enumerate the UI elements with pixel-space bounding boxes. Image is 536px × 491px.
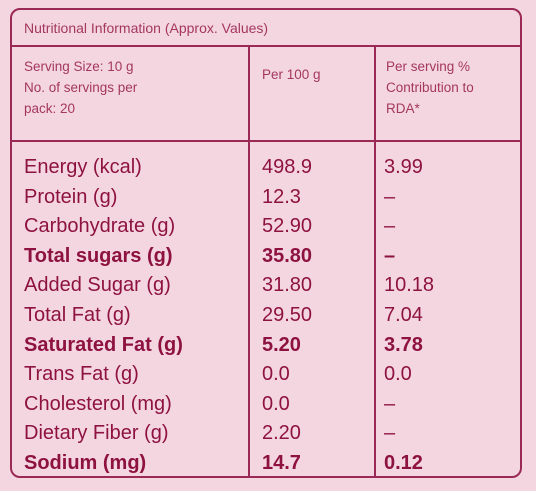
nutrient-name: Dietary Fiber (g) <box>24 422 169 445</box>
per-100g-value: 0.0 <box>262 363 290 386</box>
nutrient-name: Total sugars (g) <box>24 244 173 267</box>
nutrient-name: Added Sugar (g) <box>24 274 171 297</box>
nutrient-name: Carbohydrate (g) <box>24 215 176 238</box>
serving-info-line: No. of servings per <box>24 80 138 95</box>
rda-value: – <box>384 392 396 415</box>
rda-value: – <box>384 422 396 445</box>
table-row: Total sugars (g) 35.80 – <box>12 241 520 271</box>
serving-info-line: Serving Size: 10 g <box>24 59 134 74</box>
serving-info-header: Serving Size: 10 g No. of servings per p… <box>24 56 234 119</box>
rda-header: Per serving % Contribution to RDA* <box>386 56 520 119</box>
rda-value: – <box>384 185 396 208</box>
rda-value: 7.04 <box>384 304 423 326</box>
per-100g-value: 0.0 <box>262 392 290 415</box>
rda-header-line: Contribution to <box>386 80 474 95</box>
table-row: Sodium (mg) 14.7 0.12 <box>12 448 520 476</box>
column-divider-2 <box>374 47 376 476</box>
per-100g-value: 498.9 <box>262 156 313 178</box>
per-100g-value: 29.50 <box>262 304 313 326</box>
header-divider <box>12 140 520 142</box>
per-100g-value: 5.20 <box>262 333 301 356</box>
rda-value: – <box>384 244 396 267</box>
table-row: Energy (kcal) 498.9 3.99 <box>12 152 520 182</box>
per-100g-value: 35.80 <box>262 244 313 267</box>
serving-info-line: pack: 20 <box>24 101 76 116</box>
table-row: Cholesterol (mg) 0.0 – <box>12 389 520 419</box>
per-100g-header: Per 100 g <box>262 67 321 82</box>
nutrient-name: Cholesterol (mg) <box>24 392 172 415</box>
rda-value: – <box>384 215 396 238</box>
table-row: Protein (g) 12.3 – <box>12 182 520 212</box>
column-divider-1 <box>248 47 250 476</box>
table-row: Saturated Fat (g) 5.20 3.78 <box>12 330 520 360</box>
table-row: Total Fat (g) 29.50 7.04 <box>12 300 520 330</box>
nutrient-name: Sodium (mg) <box>24 452 147 474</box>
nutrient-name: Total Fat (g) <box>24 304 131 326</box>
title-divider <box>12 45 520 47</box>
rda-header-line: RDA* <box>386 101 420 116</box>
per-100g-value: 31.80 <box>262 274 313 297</box>
rda-value: 3.78 <box>384 333 423 356</box>
rda-value: 3.99 <box>384 156 423 178</box>
nutrition-table: Nutritional Information (Approx. Values)… <box>10 8 522 478</box>
nutrient-name: Trans Fat (g) <box>24 363 139 386</box>
nutrient-name: Protein (g) <box>24 185 118 208</box>
nutrient-name: Saturated Fat (g) <box>24 333 183 356</box>
rda-header-line: Per serving % <box>386 59 471 74</box>
table-title: Nutritional Information (Approx. Values) <box>24 20 269 36</box>
rda-value: 0.0 <box>384 363 412 386</box>
per-100g-value: 52.90 <box>262 215 313 238</box>
table-row: Trans Fat (g) 0.0 0.0 <box>12 359 520 389</box>
table-row: Added Sugar (g) 31.80 10.18 <box>12 270 520 300</box>
rda-value: 10.18 <box>384 274 435 297</box>
nutrient-name: Energy (kcal) <box>24 156 142 178</box>
per-100g-value: 14.7 <box>262 452 301 474</box>
rda-value: 0.12 <box>384 452 423 474</box>
table-row: Dietary Fiber (g) 2.20 – <box>12 418 520 448</box>
per-100g-value: 2.20 <box>262 422 301 445</box>
per-100g-value: 12.3 <box>262 185 301 208</box>
table-row: Carbohydrate (g) 52.90 – <box>12 211 520 241</box>
